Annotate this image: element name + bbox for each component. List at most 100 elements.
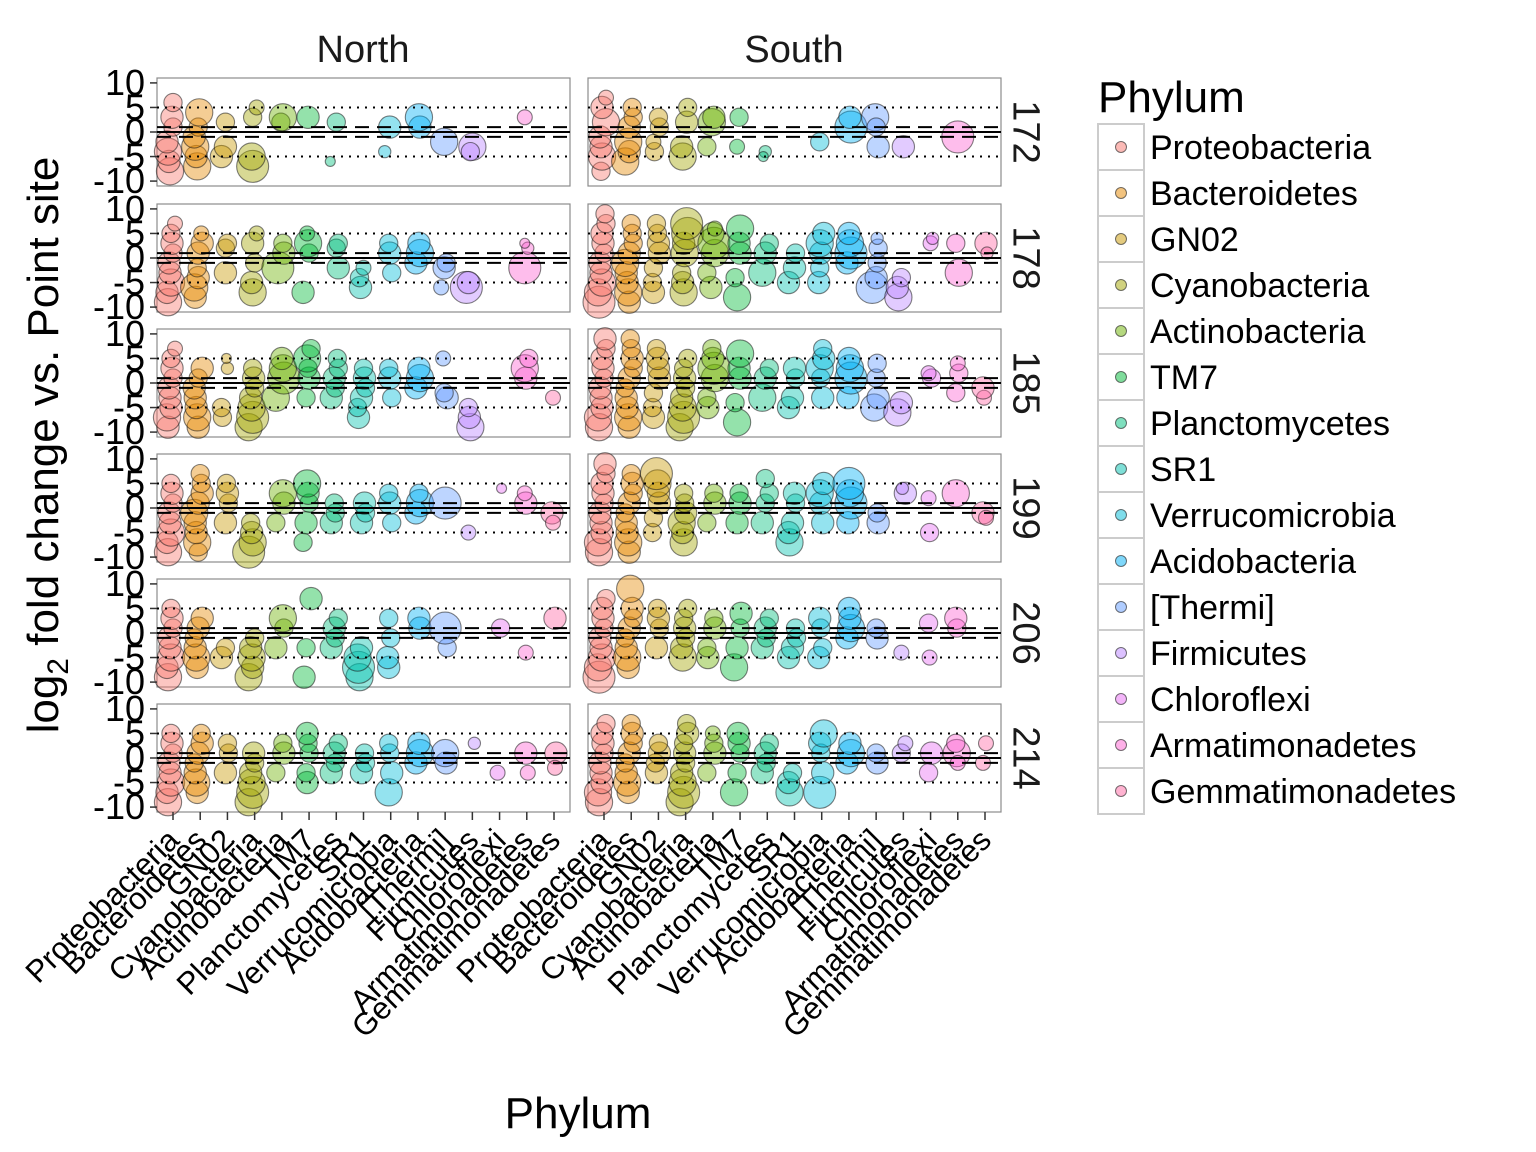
data-point-bacteroidetes xyxy=(616,574,645,603)
data-point-cyanobacteria xyxy=(677,97,698,118)
data-point-sr1 xyxy=(355,259,372,276)
data-point-gemmatimonadetes xyxy=(975,389,993,406)
legend-key-dot xyxy=(1115,647,1127,659)
data-point-planctomycetes xyxy=(750,636,774,660)
data-point-actinobacteria xyxy=(702,105,726,129)
data-point-gn02 xyxy=(220,361,235,375)
legend-item-armatimonadetes: Armatimonadetes xyxy=(1097,721,1416,769)
data-point-bacteroidetes xyxy=(181,132,210,161)
data-point-cyanobacteria xyxy=(248,225,265,242)
data-point-proteobacteria xyxy=(153,137,183,166)
data-point-tm7 xyxy=(295,721,319,746)
data-point-cyanobacteria xyxy=(669,636,694,660)
data-point-thermi xyxy=(860,103,890,132)
data-point-firmicutes xyxy=(456,270,481,295)
legend-key-dot xyxy=(1115,371,1127,383)
facet-strip-row-199: 199 xyxy=(1005,476,1047,539)
data-point-verrucomicrobia xyxy=(380,761,404,785)
data-point-bacteroidetes xyxy=(191,473,211,494)
data-point-sr1 xyxy=(349,511,374,535)
data-point-gemmatimonadetes xyxy=(543,606,567,630)
data-point-bacteroidetes xyxy=(622,223,642,244)
data-point-thermi xyxy=(435,350,452,367)
reference-lines xyxy=(157,482,570,534)
data-point-bacteroidetes xyxy=(622,97,642,118)
data-point-firmicutes xyxy=(457,405,482,430)
data-point-proteobacteria xyxy=(582,285,616,319)
data-point-verrucomicrobia xyxy=(808,606,832,630)
data-point-actinobacteria xyxy=(697,638,717,658)
data-point-tm7 xyxy=(725,636,749,660)
data-point-bacteroidetes xyxy=(190,731,214,755)
reference-lines xyxy=(588,482,1001,534)
panel-south-206 xyxy=(582,574,1002,694)
legend-item-tm7: TM7 xyxy=(1097,353,1218,401)
data-point-gn02 xyxy=(646,213,667,234)
data-point-bacteroidetes xyxy=(190,606,214,630)
data-point-bacteroidetes xyxy=(183,528,212,557)
data-point-proteobacteria xyxy=(161,473,181,494)
y-tick-label: 0 xyxy=(125,737,145,778)
panel-north-206 xyxy=(153,578,571,692)
data-point-acidobacteria xyxy=(407,231,431,255)
facet-strip-north: North xyxy=(317,29,410,71)
y-tick-label: -5 xyxy=(113,262,145,303)
data-point-tm7 xyxy=(722,283,752,312)
data-point-tm7 xyxy=(298,733,318,753)
legend-items: Proteobacteria Bacteroidetes GN02 Cyanobact… xyxy=(1097,123,1456,815)
legend-item-firmicutes: Firmicutes xyxy=(1097,629,1307,677)
data-point-actinobacteria xyxy=(697,351,731,385)
legend-key-dot xyxy=(1115,739,1127,751)
data-point-firmicutes xyxy=(467,736,482,750)
data-point-cyanobacteria xyxy=(238,636,263,660)
y-tick-label: -10 xyxy=(93,661,145,702)
data-point-armatimonadetes xyxy=(516,109,533,126)
facet-strip-row-178: 178 xyxy=(1005,226,1047,289)
data-point-proteobacteria xyxy=(161,348,181,369)
legend-label: Firmicutes xyxy=(1150,635,1307,673)
data-point-bacteroidetes xyxy=(614,386,638,410)
data-point-cyanobacteria xyxy=(239,270,264,295)
legend-item-chloroflexi: Chloroflexi xyxy=(1097,675,1311,723)
y-tick-label: -5 xyxy=(113,512,145,553)
data-point-proteobacteria xyxy=(591,161,611,181)
data-point-planctomycetes xyxy=(328,733,348,753)
data-point-planctomycetes xyxy=(319,636,343,660)
data-point-verrucomicrobia xyxy=(803,775,837,809)
legend-key-dot xyxy=(1115,509,1127,521)
x-axis-north: ProteobacteriaBacteroidetesGN02Cyanobact… xyxy=(19,812,567,1044)
data-point-actinobacteria xyxy=(702,338,722,359)
data-point-planctomycetes xyxy=(326,112,346,132)
data-point-tm7 xyxy=(727,731,751,755)
data-point-gn02 xyxy=(217,233,238,253)
data-point-verrucomicrobia xyxy=(812,221,836,246)
data-point-actinobacteria xyxy=(697,137,717,157)
data-point-cyanobacteria xyxy=(669,386,694,410)
data-point-gn02 xyxy=(216,473,237,494)
panel-north-199 xyxy=(153,453,571,569)
facet-strip-row-172: 172 xyxy=(1005,100,1047,163)
legend-item-verrucomicrobia: Verrucomicrobia xyxy=(1097,491,1396,539)
legend-label: Proteobacteria xyxy=(1150,129,1371,167)
data-point-tm7 xyxy=(725,511,749,535)
data-point-cyanobacteria xyxy=(238,278,267,307)
data-point-bacteroidetes xyxy=(190,463,210,484)
data-point-actinobacteria xyxy=(266,763,286,783)
y-tick-label: 10 xyxy=(105,188,145,229)
data-point-sr1 xyxy=(349,386,374,410)
data-point-actinobacteria xyxy=(268,604,298,633)
legend-key-dot xyxy=(1115,555,1127,567)
data-point-gemmatimonadetes xyxy=(544,389,562,406)
legend-key-dot xyxy=(1115,417,1127,429)
data-point-planctomycetes xyxy=(748,258,777,287)
data-point-bacteroidetes xyxy=(183,761,207,785)
reference-lines xyxy=(157,357,570,409)
data-point-tm7 xyxy=(725,214,755,243)
data-point-cyanobacteria xyxy=(248,99,265,116)
data-point-actinobacteria xyxy=(261,383,291,412)
y-tick-label: 5 xyxy=(125,212,145,253)
data-point-chloroflexi xyxy=(920,365,937,382)
